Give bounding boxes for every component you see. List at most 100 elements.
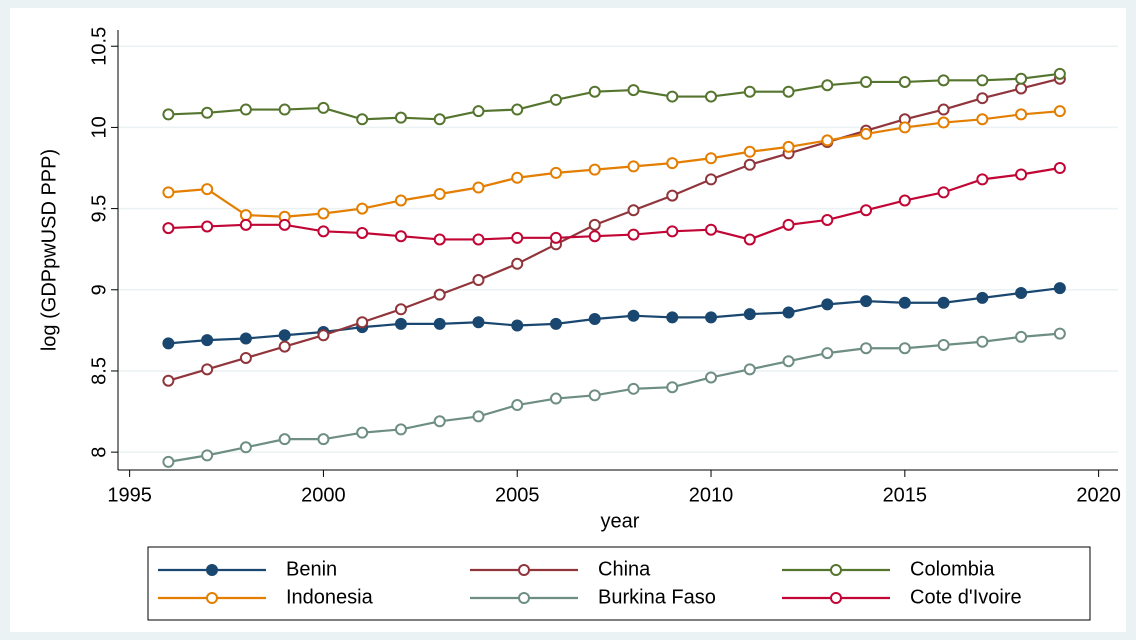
y-tick-label: 10.5 — [88, 27, 110, 66]
legend-marker — [518, 564, 530, 576]
point — [705, 371, 718, 384]
point — [511, 257, 524, 270]
point — [239, 332, 252, 345]
point — [666, 311, 679, 324]
point — [433, 187, 446, 200]
point — [588, 218, 601, 231]
point — [1053, 105, 1066, 118]
point — [588, 389, 601, 402]
point — [1015, 330, 1028, 343]
point — [1015, 72, 1028, 85]
point — [705, 173, 718, 186]
point — [1015, 168, 1028, 181]
point — [472, 181, 485, 194]
series-line — [168, 166, 1061, 241]
point — [588, 163, 601, 176]
point — [162, 455, 175, 468]
point — [278, 103, 291, 116]
point — [433, 415, 446, 428]
point — [1015, 287, 1028, 300]
point — [588, 85, 601, 98]
point — [782, 218, 795, 231]
point — [356, 316, 369, 329]
point — [666, 225, 679, 238]
point — [1015, 82, 1028, 95]
point — [472, 410, 485, 423]
point — [239, 209, 252, 222]
x-tick-label: 1995 — [107, 484, 152, 506]
legend-box — [147, 546, 1091, 621]
point — [511, 319, 524, 332]
point — [549, 231, 562, 244]
point — [472, 105, 485, 118]
point — [627, 204, 640, 217]
point — [782, 306, 795, 319]
point — [1053, 327, 1066, 340]
point — [1053, 67, 1066, 80]
point — [898, 75, 911, 88]
legend-marker — [830, 592, 842, 604]
point — [627, 382, 640, 395]
point — [433, 113, 446, 126]
point — [162, 186, 175, 199]
x-axis-title: year — [601, 510, 640, 532]
point — [898, 194, 911, 207]
point — [549, 392, 562, 405]
point — [201, 106, 214, 119]
point — [588, 230, 601, 243]
point — [239, 441, 252, 454]
point — [472, 316, 485, 329]
x-tick-label: 2010 — [689, 484, 734, 506]
point — [743, 308, 756, 321]
point — [937, 338, 950, 351]
point — [860, 75, 873, 88]
point — [666, 381, 679, 394]
point — [317, 207, 330, 220]
legend-label: Cote d'Ivoire — [910, 586, 1022, 608]
y-tick-label: 8 — [88, 447, 110, 458]
point — [976, 113, 989, 126]
point — [356, 202, 369, 215]
point — [394, 194, 407, 207]
x-tick-label: 2015 — [883, 484, 928, 506]
point — [937, 116, 950, 129]
point — [705, 90, 718, 103]
point — [511, 231, 524, 244]
legend-label: China — [598, 558, 651, 580]
point — [627, 84, 640, 97]
series-line — [168, 287, 1060, 345]
point — [705, 152, 718, 165]
y-tick-label: 9 — [88, 284, 110, 295]
point — [394, 303, 407, 316]
point — [433, 317, 446, 330]
legend-marker — [206, 592, 218, 604]
point — [627, 160, 640, 173]
point — [394, 230, 407, 243]
point — [201, 363, 214, 376]
point — [782, 85, 795, 98]
point — [162, 222, 175, 235]
point — [976, 92, 989, 105]
point — [743, 85, 756, 98]
point — [201, 449, 214, 462]
point — [898, 296, 911, 309]
point — [511, 171, 524, 184]
point — [821, 347, 834, 360]
point — [162, 337, 175, 350]
point — [239, 103, 252, 116]
point — [743, 145, 756, 158]
point — [472, 274, 485, 287]
series-line — [168, 72, 1060, 121]
point — [898, 342, 911, 355]
point — [743, 233, 756, 246]
legend-marker — [206, 564, 218, 576]
y-axis-title: log (GDPpwUSD PPP) — [38, 149, 60, 351]
point — [976, 291, 989, 304]
point — [782, 355, 795, 368]
point — [976, 74, 989, 87]
point — [317, 101, 330, 114]
point — [705, 223, 718, 236]
point — [201, 183, 214, 196]
point — [394, 423, 407, 436]
x-tick-label: 2005 — [495, 484, 540, 506]
